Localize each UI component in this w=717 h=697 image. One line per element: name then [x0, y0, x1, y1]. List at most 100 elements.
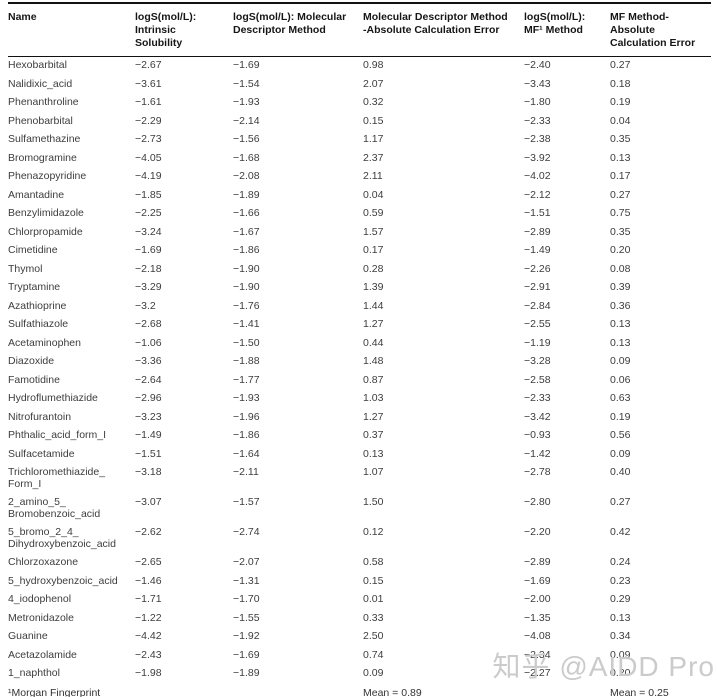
- value-cell: 0.39: [610, 281, 631, 293]
- table-row: 4_iodophenol −1.71 −1.70 0.01 −2.00 0.29: [8, 591, 711, 610]
- value-cell: −1.54: [233, 77, 260, 90]
- value-cell: 0.58: [363, 556, 384, 568]
- value-cell: 1.27: [363, 318, 384, 330]
- value-cell: −2.89: [524, 556, 551, 568]
- table-row: Chlorzoxazone −2.65 −2.07 0.58 −2.89 0.24: [8, 554, 711, 573]
- column-header: Molecular Descriptor Method -Absolute Ca…: [363, 11, 508, 36]
- value-cell: −3.36: [135, 355, 162, 367]
- solubility-table: Name logS(mol/L): Intrinsic Solubility log…: [8, 2, 711, 697]
- value-cell: 0.09: [363, 667, 384, 679]
- value-cell: 0.13: [610, 318, 631, 330]
- compound-name: Cimetidine: [8, 244, 58, 256]
- value-cell: −1.86: [233, 429, 260, 441]
- compound-name: 5_bromo_2_4_ Dihydroxybenzoic_acid: [8, 526, 116, 550]
- value-cell: 2.07: [363, 77, 384, 90]
- value-cell: −1.69: [524, 574, 551, 587]
- value-cell: −1.93: [233, 96, 260, 108]
- value-cell: 0.28: [363, 262, 384, 275]
- value-cell: −2.25: [135, 207, 162, 219]
- value-cell: 0.13: [610, 611, 631, 624]
- value-cell: −1.69: [233, 648, 260, 661]
- value-cell: −1.55: [233, 611, 260, 624]
- table-footnote: ¹Morgan Fingerprint: [8, 686, 101, 697]
- value-cell: −1.50: [233, 336, 260, 349]
- value-cell: −1.86: [233, 244, 260, 256]
- compound-name: Sulfamethazine: [8, 133, 81, 145]
- value-cell: −4.42: [135, 630, 162, 642]
- compound-name: 1_naphthol: [8, 667, 60, 679]
- value-cell: 0.40: [610, 466, 631, 478]
- value-cell: 0.19: [610, 96, 631, 108]
- value-cell: 0.09: [610, 447, 631, 460]
- header-row: Name logS(mol/L): Intrinsic Solubility log…: [8, 3, 711, 57]
- value-cell: −2.84: [524, 299, 551, 312]
- value-cell: 2.37: [363, 151, 384, 164]
- value-cell: −3.23: [135, 410, 162, 423]
- table-row: Metronidazole −1.22 −1.55 0.33 −1.35 0.13: [8, 610, 711, 629]
- value-cell: −1.67: [233, 225, 260, 238]
- value-cell: −2.29: [135, 114, 162, 127]
- compound-name: Guanine: [8, 630, 48, 642]
- value-cell: 0.09: [610, 355, 631, 367]
- compound-name: Tryptamine: [8, 281, 61, 293]
- table-row: Trichloromethiazide_ Form_I −3.18 −2.11 1.0…: [8, 464, 711, 494]
- value-cell: 0.04: [610, 114, 631, 127]
- value-cell: −1.70: [233, 593, 260, 605]
- value-cell: −4.05: [135, 151, 162, 164]
- value-cell: −1.93: [233, 392, 260, 404]
- value-cell: −1.68: [233, 151, 260, 164]
- value-cell: −2.64: [135, 373, 162, 386]
- value-cell: −2.68: [135, 318, 162, 330]
- value-cell: −2.91: [524, 281, 551, 293]
- compound-name: Famotidine: [8, 373, 60, 386]
- value-cell: −2.58: [524, 373, 551, 386]
- value-cell: −2.18: [135, 262, 162, 275]
- table-row: 5_hydroxybenzoic_acid −1.46 −1.31 0.15 −1.69…: [8, 573, 711, 592]
- value-cell: 0.87: [363, 373, 384, 386]
- value-cell: 2.50: [363, 630, 384, 642]
- value-cell: −1.31: [233, 574, 260, 587]
- value-cell: −3.42: [524, 410, 551, 423]
- value-cell: 0.98: [363, 59, 384, 71]
- value-cell: 0.35: [610, 133, 631, 145]
- value-cell: 0.27: [610, 188, 631, 201]
- value-cell: 1.27: [363, 410, 384, 423]
- compound-name: Diazoxide: [8, 355, 55, 367]
- value-cell: 0.20: [610, 244, 631, 256]
- value-cell: −2.78: [524, 466, 551, 478]
- value-cell: 0.20: [610, 667, 631, 679]
- value-cell: −1.69: [135, 244, 162, 256]
- value-cell: −1.49: [524, 244, 551, 256]
- value-cell: −2.14: [233, 114, 260, 127]
- table-row: Thymol −2.18 −1.90 0.28 −2.26 0.08: [8, 261, 711, 280]
- value-cell: −1.49: [135, 429, 162, 441]
- value-cell: 0.33: [363, 611, 384, 624]
- value-cell: −2.26: [524, 262, 551, 275]
- table-row: 1_naphthol −1.98 −1.89 0.09 −2.27 0.20: [8, 665, 711, 684]
- value-cell: −1.19: [524, 336, 551, 349]
- value-cell: −1.85: [135, 188, 162, 201]
- value-cell: 0.34: [610, 630, 631, 642]
- value-cell: 0.17: [610, 170, 631, 182]
- empty-cell: [524, 684, 610, 697]
- value-cell: −3.18: [135, 466, 162, 478]
- value-cell: −2.38: [524, 133, 551, 145]
- value-cell: −2.33: [524, 114, 551, 127]
- table-row: Acetazolamide −2.43 −1.69 0.74 −2.34 0.09: [8, 647, 711, 666]
- value-cell: 0.27: [610, 59, 631, 71]
- value-cell: −4.19: [135, 170, 162, 182]
- table-row: Phenanthroline −1.61 −1.93 0.32 −1.80 0.19: [8, 94, 711, 113]
- value-cell: 1.48: [363, 355, 384, 367]
- table-row: Phthalic_acid_form_I −1.49 −1.86 0.37 −0.93 0…: [8, 427, 711, 446]
- value-cell: −3.43: [524, 77, 551, 90]
- table-row: Sulfathiazole −2.68 −1.41 1.27 −2.55 0.13: [8, 316, 711, 335]
- value-cell: 0.63: [610, 392, 631, 404]
- value-cell: 0.59: [363, 207, 384, 219]
- table-footer: ¹Morgan Fingerprint Mean = 0.89 Mean = 0…: [8, 684, 711, 697]
- value-cell: −1.51: [135, 447, 162, 460]
- value-cell: −2.07: [233, 556, 260, 568]
- value-cell: 0.04: [363, 188, 384, 201]
- compound-name: 4_iodophenol: [8, 593, 72, 605]
- compound-name: Acetaminophen: [8, 336, 81, 349]
- table-row: Sulfamethazine −2.73 −1.56 1.17 −2.38 0.35: [8, 131, 711, 150]
